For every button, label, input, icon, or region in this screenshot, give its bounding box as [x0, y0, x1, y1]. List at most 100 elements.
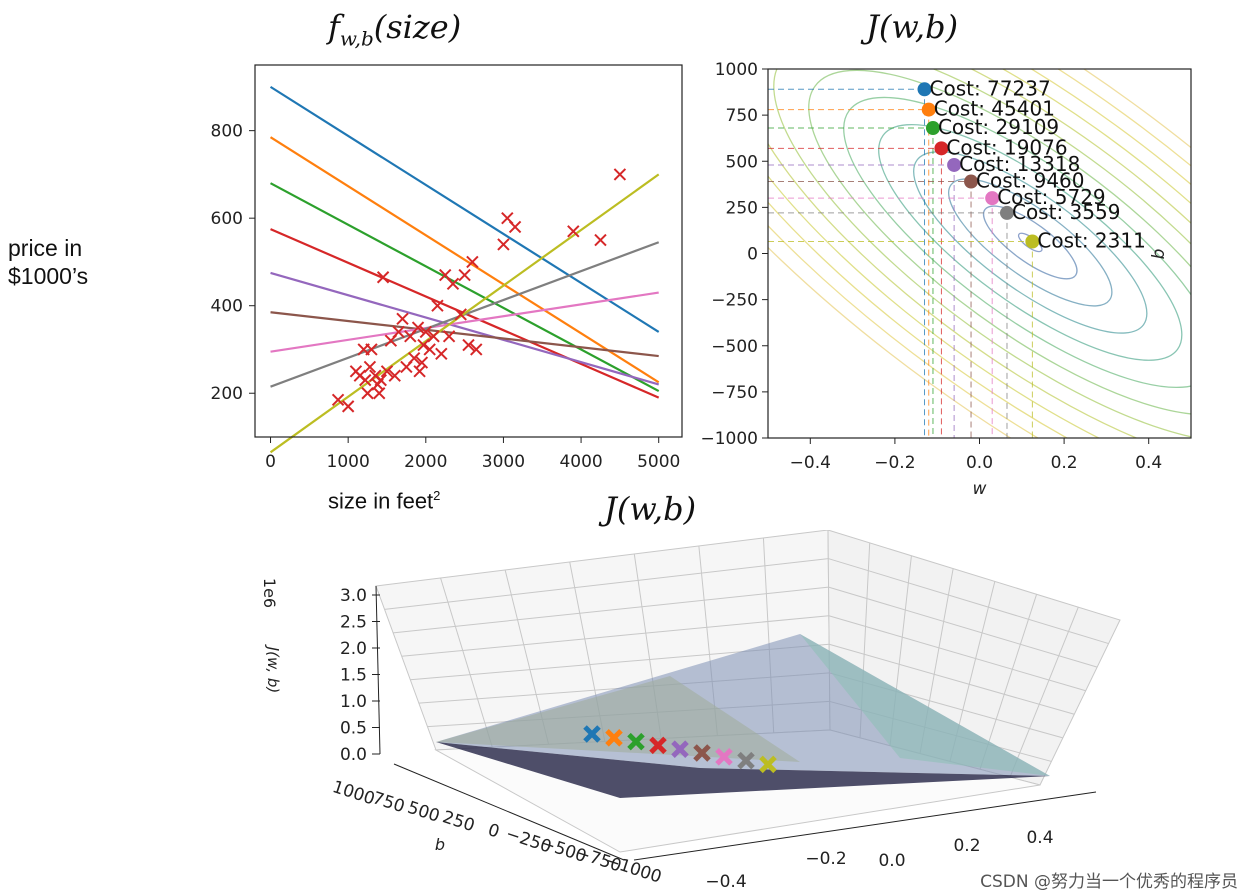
data-point-23 — [413, 365, 426, 378]
contour-point-3 — [934, 141, 949, 156]
model-xtick-label-1: 1000 — [327, 452, 370, 472]
contour-xtick-label-0: −0.4 — [790, 453, 831, 473]
contour-ytick-label-2: 500 — [726, 152, 758, 172]
b-tick-label-3: 250 — [440, 807, 477, 836]
contour-ytick-label-0: 1000 — [715, 60, 758, 80]
data-point-13 — [376, 271, 390, 284]
contour-xtick-label-4: 0.4 — [1135, 453, 1162, 473]
data-point-16 — [388, 369, 401, 382]
contour-level-11 — [768, 69, 1191, 438]
model-plot-title-f: f — [328, 8, 340, 46]
data-point-32 — [442, 330, 456, 343]
contour-level-8 — [768, 69, 1191, 438]
data-point-33 — [446, 277, 460, 291]
model-xtick-label-3: 3000 — [482, 452, 525, 472]
contour-cost-label-4: Cost: 13318 — [959, 152, 1080, 176]
surface-marker-2 — [627, 732, 645, 751]
contour-cost-label-5: Cost: 9460 — [976, 169, 1084, 193]
data-point-27 — [423, 343, 436, 356]
contour-xtick-label-3: 0.2 — [1051, 453, 1078, 473]
contour-cost-label-3: Cost: 19076 — [946, 135, 1067, 159]
contour-point-2 — [925, 121, 940, 136]
model-plot-xlabel-text: size in feet — [328, 488, 434, 514]
grid-side-v-6 — [1009, 606, 1079, 778]
contour-level-2 — [947, 178, 1113, 307]
model-ytick-label-2: 600 — [211, 209, 243, 229]
b-axis-label: b — [435, 835, 445, 854]
y-axis-description: price in $1000’s — [8, 234, 88, 290]
surface-peak-right — [800, 634, 1050, 776]
z-tick-label-3: 1.5 — [340, 666, 367, 686]
model-plot-title-rest: (size) — [373, 8, 462, 46]
data-point-8 — [365, 343, 378, 356]
grid-back-h-2 — [393, 586, 829, 634]
surface-marker-7 — [737, 751, 755, 770]
model-plot-title-sub: w,b — [339, 26, 374, 51]
model-line-1 — [269, 136, 660, 384]
grid-side-v-5 — [979, 594, 1038, 770]
contour-ytick-label-5: −250 — [711, 291, 758, 311]
contour-ytick-label-8: −1000 — [700, 429, 758, 449]
contour-point-8 — [1025, 234, 1040, 249]
data-point-21 — [407, 352, 421, 365]
b-tick-label-2: 500 — [405, 798, 442, 827]
contour-ytick-label-1: 750 — [726, 106, 758, 126]
model-xtick-label-2: 2000 — [404, 452, 447, 472]
model-line-4 — [270, 271, 660, 386]
data-point-28 — [427, 330, 440, 343]
data-point-42 — [567, 225, 580, 238]
z-tick-label-4: 2.0 — [340, 639, 367, 659]
data-point-14 — [380, 365, 394, 378]
w-tick-label-3: 0.2 — [953, 836, 980, 856]
contour-point-7 — [999, 205, 1014, 220]
contour-point-6 — [985, 191, 1000, 206]
data-point-11 — [373, 387, 386, 400]
w-axis — [633, 791, 1097, 861]
surface-marker-4 — [671, 740, 689, 758]
contour-ytick-label-7: −750 — [711, 383, 758, 403]
surface-plot-title: J(w,b) — [604, 490, 697, 528]
y-axis-description-line2: $1000’s — [8, 263, 89, 289]
model-plot: 0 1000 2000 3000 4000 5000 200 400 600 800 — [211, 64, 683, 472]
surface-marker-8 — [759, 755, 777, 774]
watermark: CSDN @努力当一个优秀的程序员 — [980, 872, 1238, 892]
surface-marker-1 — [605, 729, 623, 747]
model-plot-frame — [254, 64, 683, 438]
z-tick-label-5: 2.5 — [340, 613, 367, 633]
contour-xlabel: w — [973, 479, 987, 499]
contour-cost-label-2: Cost: 29109 — [938, 115, 1059, 139]
z-tick-label-2: 1.0 — [340, 692, 367, 712]
model-xtick-label-5: 5000 — [637, 452, 680, 472]
data-point-0 — [331, 393, 345, 407]
b-tick-label-8: −1000 — [603, 851, 664, 888]
surface-floor-dark — [436, 742, 1050, 798]
data-point-22 — [411, 321, 425, 334]
surface-marker-3 — [649, 736, 667, 755]
contour-xtick-label-1: −0.2 — [874, 453, 915, 473]
data-point-1 — [341, 400, 355, 413]
b-tick-label-1: 750 — [370, 788, 407, 817]
grid-side-h-1 — [828, 558, 1109, 645]
contour-cost-label-1: Cost: 45401 — [934, 97, 1055, 121]
data-point-44 — [613, 168, 627, 181]
contour-ytick-label-4: 0 — [747, 245, 758, 265]
contour-ytick-label-6: −500 — [711, 337, 758, 357]
data-point-37 — [466, 255, 479, 269]
w-tick-label-0: −0.4 — [705, 872, 746, 892]
w-tick-label-1: −0.2 — [805, 849, 846, 869]
contour-ytick-label-3: 250 — [726, 198, 758, 218]
model-line-0 — [269, 85, 660, 333]
data-point-43 — [594, 233, 607, 247]
contour-level-9 — [768, 69, 1191, 438]
grid-side-h-3 — [828, 615, 1086, 692]
grid-back-h-1 — [384, 558, 829, 610]
b-tick-label-4: 0 — [485, 820, 501, 842]
grid-side-h-4 — [829, 643, 1075, 715]
data-point-7 — [363, 360, 377, 374]
data-point-30 — [435, 347, 448, 361]
data-point-6 — [361, 387, 374, 400]
model-line-2 — [270, 182, 660, 393]
contour-lines — [768, 69, 1191, 438]
